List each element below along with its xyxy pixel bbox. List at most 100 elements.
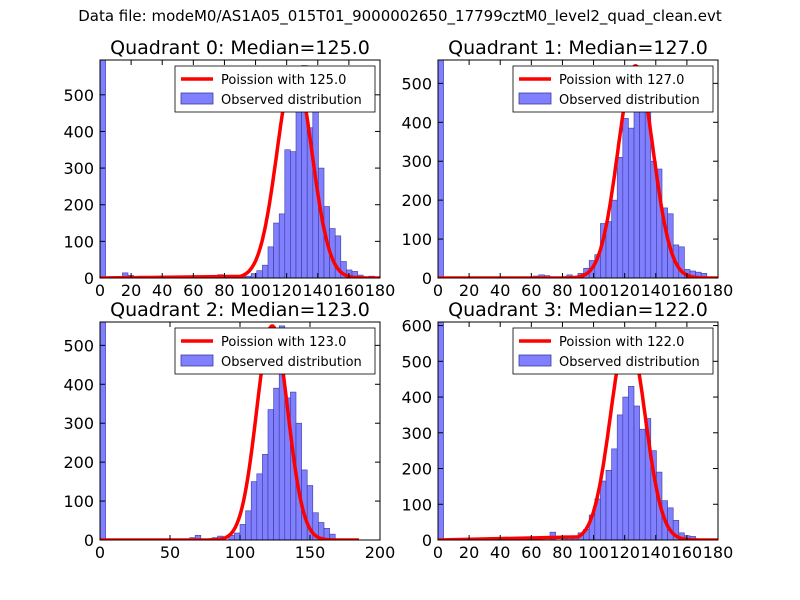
y-tick-label: 300 [63, 159, 94, 178]
legend-bar-swatch [518, 354, 552, 367]
legend-label-observed: Observed distribution [559, 355, 700, 370]
x-tick-label: 40 [490, 281, 510, 300]
x-tick-label: 50 [160, 543, 180, 562]
legend-bar-swatch [518, 92, 552, 105]
y-tick-label: 200 [401, 460, 432, 479]
histogram-bar [262, 264, 269, 278]
x-tick-label: 160 [672, 543, 703, 562]
histogram-bar [273, 222, 280, 278]
y-tick-label: 400 [401, 113, 432, 132]
legend-label-poisson: Poission with 127.0 [559, 73, 684, 88]
y-tick-label: 200 [63, 453, 94, 472]
x-tick-label: 140 [641, 543, 672, 562]
panel-title: Quadrant 0: Median=125.0 [110, 37, 370, 59]
y-tick-label: 200 [63, 196, 94, 215]
x-tick-label: 180 [703, 281, 734, 300]
panel-quadrant-1: 0 20 40 60 80 100 120 140 160 1800100200300400500… [401, 37, 733, 300]
x-tick-label: 100 [240, 281, 271, 300]
histogram-bar [600, 480, 607, 540]
x-tick-label: 0 [433, 281, 443, 300]
histogram-bar [616, 414, 624, 540]
axes-frame [99, 59, 381, 279]
legend: Poission with 127.0 Observed distribution [512, 65, 714, 113]
x-tick-label: 100 [578, 543, 609, 562]
x-tick-label: 100 [225, 543, 256, 562]
legend-label-poisson: Poission with 125.0 [221, 73, 346, 88]
x-tick-label: 40 [490, 543, 510, 562]
y-tick-label: 500 [63, 86, 94, 105]
histogram-bar [295, 98, 302, 278]
x-tick-label: 120 [609, 281, 640, 300]
panel-title: Quadrant 3: Median=122.0 [448, 299, 708, 321]
x-tick-label: 150 [295, 543, 326, 562]
y-tick-label: 200 [401, 191, 432, 210]
legend-label-poisson: Poission with 123.0 [221, 335, 346, 350]
y-tick-label: 500 [401, 74, 432, 93]
histogram-bar [605, 470, 612, 540]
panel-title: Quadrant 2: Median=123.0 [110, 299, 370, 321]
x-tick-label: 20 [459, 281, 479, 300]
histogram-bar [633, 405, 640, 540]
legend-label-observed: Observed distribution [559, 93, 700, 108]
x-tick-label: 20 [459, 543, 479, 562]
x-tick-label: 80 [552, 281, 572, 300]
histogram-bar [678, 246, 685, 278]
x-tick-label: 140 [303, 281, 334, 300]
x-tick-label: 80 [552, 543, 572, 562]
histogram-bar [245, 510, 252, 540]
histogram-bar [633, 110, 640, 278]
legend-bar-swatch [180, 354, 214, 367]
panel-quadrant-0: 0 20 40 60 80 100 120 140 160 1800100200300400500… [63, 37, 395, 300]
histogram-bar [256, 270, 263, 278]
x-tick-label: 140 [641, 281, 672, 300]
histogram-bar [616, 157, 624, 278]
y-tick-label: 300 [401, 152, 432, 171]
histogram-bar [278, 213, 286, 278]
histogram-bar [438, 322, 444, 540]
y-tick-label: 400 [401, 388, 432, 407]
legend-label-observed: Observed distribution [221, 355, 362, 370]
x-tick-label: 160 [334, 281, 365, 300]
histogram-bar [284, 149, 291, 278]
x-tick-label: 180 [703, 543, 734, 562]
x-tick-label: 200 [365, 543, 396, 562]
x-tick-label: 100 [578, 281, 609, 300]
histogram-bar [639, 428, 646, 540]
y-tick-label: 300 [63, 414, 94, 433]
histogram-bar [262, 454, 269, 540]
histogram-bar [267, 409, 274, 540]
x-tick-label: 160 [672, 281, 703, 300]
legend-bar-swatch [180, 92, 214, 105]
x-tick-label: 80 [214, 281, 234, 300]
y-tick-label: 500 [63, 336, 94, 355]
x-tick-label: 60 [521, 281, 541, 300]
y-tick-label: 0 [84, 269, 94, 288]
y-tick-label: 0 [422, 269, 432, 288]
x-tick-label: 120 [609, 543, 640, 562]
x-tick-label: 0 [433, 543, 443, 562]
y-tick-label: 0 [84, 531, 94, 550]
y-tick-label: 500 [401, 352, 432, 371]
x-tick-label: 0 [95, 543, 105, 562]
legend: Poission with 123.0 Observed distribution [174, 327, 376, 375]
histogram-bar [239, 524, 246, 540]
histogram-bar [290, 151, 297, 278]
y-tick-label: 100 [63, 492, 94, 511]
histogram-bar [273, 387, 280, 540]
y-tick-label: 600 [401, 317, 432, 336]
histogram-bars [438, 60, 708, 278]
y-tick-label: 400 [63, 122, 94, 141]
x-tick-label: 0 [95, 281, 105, 300]
histogram-bar [250, 481, 258, 540]
histogram-bar [100, 322, 106, 540]
y-tick-label: 100 [401, 230, 432, 249]
histogram-bar [267, 246, 274, 278]
histogram-bar [100, 60, 106, 278]
histogram-bar [622, 118, 629, 278]
y-tick-label: 400 [63, 375, 94, 394]
legend-label-poisson: Poission with 122.0 [559, 335, 684, 350]
poisson-curve [438, 64, 718, 278]
x-tick-label: 60 [521, 543, 541, 562]
histogram-bar [611, 448, 618, 540]
